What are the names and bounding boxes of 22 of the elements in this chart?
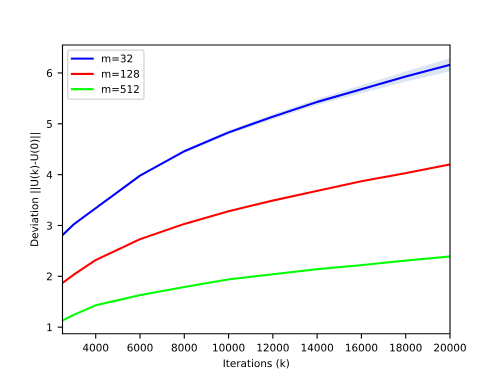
x-tick-label: 10000: [213, 344, 244, 352]
x-tick-label: 20000: [434, 344, 466, 352]
x-tick-label: 12000: [257, 344, 289, 352]
y-tick-label: 3: [46, 222, 52, 230]
line-series: [62, 255, 450, 322]
y-tick-label: 5: [46, 120, 52, 128]
x-tick-label: 18000: [390, 344, 422, 352]
y-axis-title: Deviation ||U(k)-U(0)||: [30, 133, 41, 246]
x-tick-label: 8000: [172, 344, 197, 352]
x-axis-title: Iterations (k): [224, 359, 289, 368]
y-tick-label: 6: [46, 69, 52, 78]
x-tick-label: 14000: [302, 344, 334, 352]
legend-label: m=512: [102, 85, 139, 94]
x-tick-label: 4000: [82, 344, 108, 352]
line-series: [62, 163, 450, 284]
y-tick-label: 2: [46, 272, 52, 280]
y-tick-label: 1: [47, 324, 52, 332]
legend-label: m=128: [102, 70, 140, 78]
x-tick-label: 6000: [127, 344, 153, 352]
y-tick-label: 4: [46, 170, 52, 179]
legend-label: m=32: [102, 54, 132, 62]
x-tick-label: 16000: [346, 344, 378, 352]
